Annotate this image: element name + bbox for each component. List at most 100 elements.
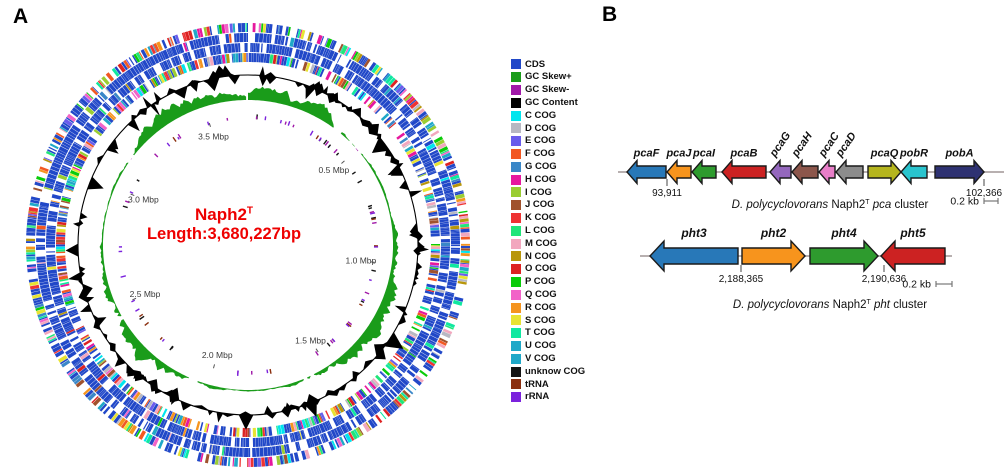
legend-label: S COG: [525, 314, 556, 326]
genome-name: Naph2T: [147, 205, 301, 225]
pht-cluster: pht3 pht2 pht4 pht5 2,188,365 2,190,636 D. pol…: [640, 226, 953, 311]
genome-name-superscript: T: [246, 205, 254, 217]
legend-item-cds: CDS: [511, 58, 585, 71]
gene-arrow-pcaG: [769, 158, 792, 186]
legend-swatch: [511, 264, 521, 275]
gene-arrow-pht4: [809, 239, 879, 273]
legend-label: N COG: [525, 250, 557, 262]
mbp-label: 1.0 Mbp: [346, 256, 377, 266]
legend-label: H COG: [525, 173, 557, 185]
legend-label: T COG: [525, 327, 556, 339]
legend-swatch: [511, 97, 521, 108]
legend-swatch: [511, 238, 521, 249]
gene-arrow-pcaI: [691, 158, 717, 186]
gene-arrow-pobA: [934, 158, 985, 186]
scale-bar: 0.2 kb: [950, 196, 999, 208]
legend-label: R COG: [525, 301, 557, 313]
genome-title: Naph2T Length:3,680,227bp: [147, 205, 301, 244]
legend-swatch: [511, 225, 521, 236]
legend-label: E COG: [525, 135, 556, 147]
mbp-label: 1.5 Mbp: [295, 335, 326, 345]
mbp-label: 3.5 Mbp: [198, 131, 229, 141]
cluster-caption: D. polycyclovorans Naph2T​ pht cluster: [733, 299, 927, 311]
legend-item-e-cog: E COG: [511, 135, 585, 148]
legend-swatch: [511, 366, 521, 377]
legend-item-m-cog: M COG: [511, 237, 585, 250]
legend-item-d-cog: D COG: [511, 122, 585, 135]
gene-label-pcaF: pcaF: [633, 148, 660, 160]
legend-swatch: [511, 353, 521, 364]
legend-item-unknow-cog: unknow COG: [511, 365, 585, 378]
legend-label: Q COG: [525, 288, 557, 300]
gene-arrow-pcaD: [835, 158, 864, 186]
legend-item-o-cog: O COG: [511, 263, 585, 276]
legend-label: D COG: [525, 122, 557, 134]
legend-item-n-cog: N COG: [511, 250, 585, 263]
legend-label: M COG: [525, 237, 558, 249]
legend-item-l-cog: L COG: [511, 224, 585, 237]
legend-item-trna: tRNA: [511, 378, 585, 391]
rna-tick-ring: [118, 114, 379, 377]
legend-swatch: [511, 251, 521, 262]
legend-label: O COG: [525, 263, 557, 275]
gene-label-pht4: pht4: [830, 226, 857, 240]
legend-label: GC Content: [525, 97, 578, 109]
cluster-caption: D. polycyclovorans Naph2T​ pca cluster: [732, 199, 929, 211]
panel-a-label: A: [13, 5, 29, 28]
gene-arrow-pobR: [900, 158, 928, 186]
legend-label: C COG: [525, 109, 557, 121]
legend-label: G COG: [525, 161, 557, 173]
gene-label-pobR: pobR: [899, 148, 928, 160]
genome-name-text: Naph2: [194, 205, 247, 224]
legend-item-q-cog: Q COG: [511, 288, 585, 301]
legend-label: unknow COG: [525, 365, 586, 377]
legend-swatch: [511, 200, 521, 211]
cds-ring-reverse: [46, 42, 451, 448]
legend-swatch: [511, 315, 521, 326]
legend-item-u-cog: U COG: [511, 340, 585, 353]
legend-label: tRNA: [525, 378, 549, 390]
gene-label-pht3: pht3: [680, 226, 707, 240]
scale-label: 0.2 kb: [950, 196, 979, 208]
legend-swatch: [511, 340, 521, 351]
legend-label: GC Skew-: [525, 84, 570, 96]
circular-genome-map: 0.5 Mbp 1.0 Mbp 1.5 Mbp 2.0 Mbp 2.5 Mbp 3.0 M…: [26, 22, 471, 468]
gene-label-pcaQ: pcaQ: [870, 148, 899, 160]
cds-ring-forward: [36, 33, 461, 457]
gene-label-pcaG: pcaG: [767, 129, 793, 160]
gene-arrow-pht5: [880, 239, 946, 273]
gene-arrow-pcaQ: [867, 158, 902, 186]
legend-label: U COG: [525, 340, 557, 352]
legend-label: CDS: [525, 58, 546, 70]
legend-item-v-cog: V COG: [511, 352, 585, 365]
legend-item-h-cog: H COG: [511, 173, 585, 186]
gene-arrow-pcaC: [818, 158, 836, 186]
legend-swatch: [511, 72, 521, 83]
legend-label: K COG: [525, 212, 557, 224]
legend-item-k-cog: K COG: [511, 212, 585, 225]
gene-label-pcaH: pcaH: [789, 129, 815, 160]
gene-label-pcaJ: pcaJ: [665, 148, 692, 160]
gene-arrow-pht3: [649, 239, 739, 273]
legend-swatch: [511, 84, 521, 95]
coordinate-label: 102,366: [966, 188, 1003, 199]
legend-item-s-cog: S COG: [511, 314, 585, 327]
legend-item-r-cog: R COG: [511, 301, 585, 314]
legend-swatch: [511, 136, 521, 147]
gc-content-ring: [65, 65, 430, 430]
legend-label: I COG: [525, 186, 552, 198]
coordinate-label: 2,190,636: [862, 274, 907, 285]
legend-label: P COG: [525, 276, 556, 288]
legend-item-f-cog: F COG: [511, 148, 585, 161]
gc-skew-ring: [99, 86, 399, 392]
legend-label: F COG: [525, 148, 556, 160]
gene-arrow-pcaB: [721, 158, 767, 186]
legend-item-t-cog: T COG: [511, 327, 585, 340]
legend-swatch: [511, 148, 521, 159]
legend-label: GC Skew+: [525, 71, 572, 83]
legend-swatch: [511, 212, 521, 223]
legend-swatch: [511, 302, 521, 313]
mbp-label: 2.5 Mbp: [130, 289, 161, 299]
